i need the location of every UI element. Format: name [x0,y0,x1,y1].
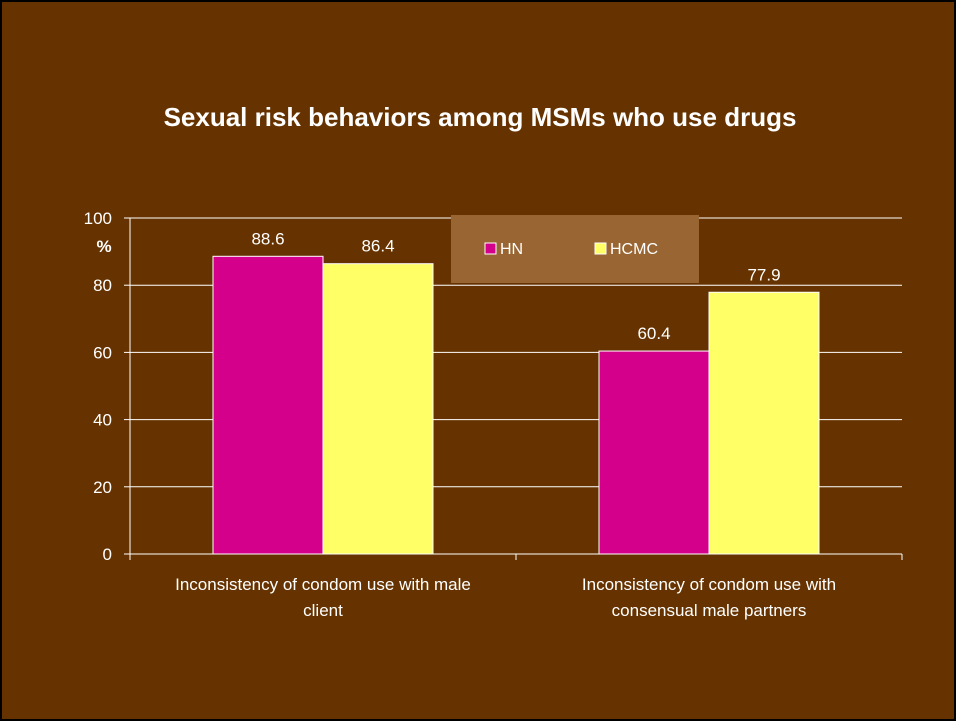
legend-label: HCMC [610,241,658,258]
legend-swatch-hn [484,242,497,255]
y-axis-label: % [96,237,111,256]
chart-title: Sexual risk behaviors among MSMs who use… [163,102,797,132]
y-tick-label: 100 [84,209,112,228]
y-tick-label: 0 [103,545,112,564]
y-tick-label: 20 [93,478,112,497]
y-tick-label: 80 [93,276,112,295]
bar-hn [212,255,324,555]
data-label: 60.4 [637,324,670,343]
y-tick-label: 40 [93,411,112,430]
data-label: 77.9 [747,265,780,284]
x-category-label: client [303,601,343,620]
legend-swatch-hcmc [594,242,607,255]
bar-hn [598,350,710,555]
x-category-label: consensual male partners [612,601,807,620]
data-label: 88.6 [251,229,284,248]
x-category-label: Inconsistency of condom use with [582,575,836,594]
y-tick-label: 60 [93,343,112,362]
bar-hcmc [708,291,820,555]
legend-label: HN [500,241,523,258]
data-label: 86.4 [361,237,394,256]
x-category-label: Inconsistency of condom use with male [175,575,471,594]
bar-hcmc [322,263,434,555]
